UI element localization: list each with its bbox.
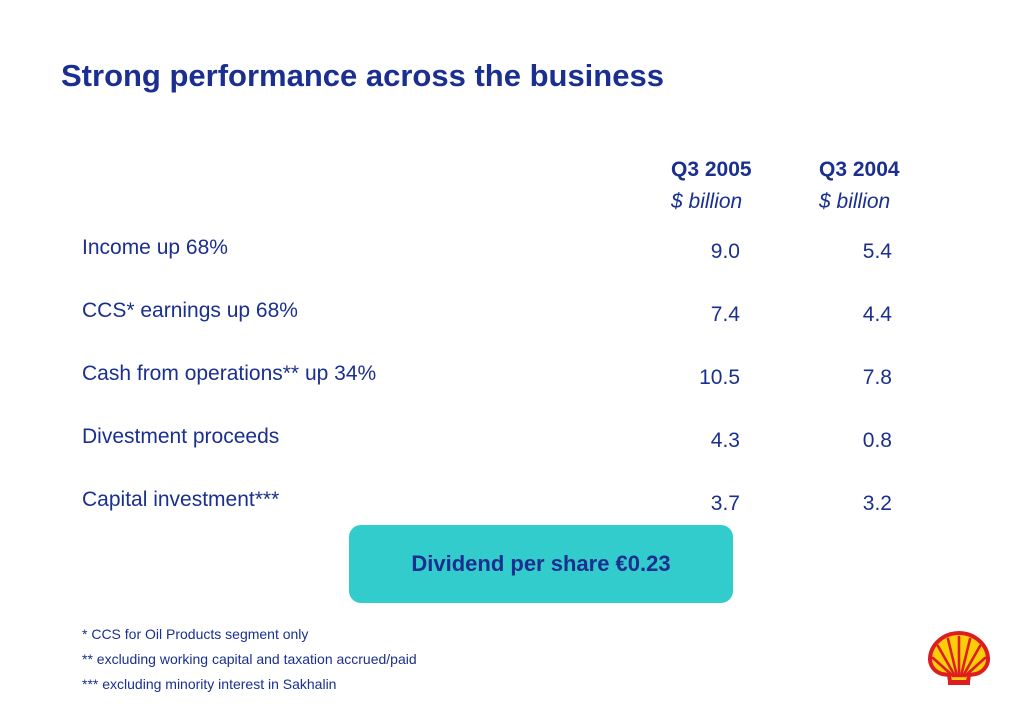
row-label-ccs-earnings: CCS* earnings up 68% (82, 299, 298, 322)
value-q3-2005-income: 9.0 (710, 240, 740, 263)
footnote-minority-interest: *** excluding minority interest in Sakha… (82, 676, 337, 692)
column-header-q3-2004: Q3 2004 $ billion (819, 154, 900, 218)
slide-title: Strong performance across the business (61, 58, 664, 93)
dividend-callout: Dividend per share €0.23 (349, 525, 733, 603)
footnote-ccs: * CCS for Oil Products segment only (82, 626, 309, 642)
dividend-callout-text: Dividend per share €0.23 (411, 551, 671, 576)
value-q3-2005-cash-from-operations: 10.5 (699, 366, 740, 389)
value-q3-2004-income: 5.4 (862, 240, 892, 263)
column-header-q3-2005: Q3 2005 $ billion (671, 154, 752, 218)
value-q3-2004-ccs-earnings: 4.4 (862, 303, 892, 326)
shell-pecten-icon (927, 631, 991, 685)
column-period: Q3 2004 (819, 158, 900, 181)
value-q3-2004-cash-from-operations: 7.8 (862, 366, 892, 389)
row-label-capital-investment: Capital investment*** (82, 488, 280, 511)
value-q3-2005-ccs-earnings: 7.4 (710, 303, 740, 326)
value-q3-2004-capital-investment: 3.2 (862, 492, 892, 515)
row-label-income: Income up 68% (82, 236, 228, 259)
footnote-working-capital: ** excluding working capital and taxatio… (82, 651, 417, 667)
row-label-cash-from-operations: Cash from operations** up 34% (82, 362, 377, 385)
value-q3-2005-divestment-proceeds: 4.3 (710, 429, 740, 452)
column-unit: $ billion (671, 190, 743, 213)
value-q3-2004-divestment-proceeds: 0.8 (862, 429, 892, 452)
column-period: Q3 2005 (671, 158, 752, 181)
value-q3-2005-capital-investment: 3.7 (710, 492, 740, 515)
row-label-divestment-proceeds: Divestment proceeds (82, 425, 280, 448)
column-unit: $ billion (819, 190, 891, 213)
